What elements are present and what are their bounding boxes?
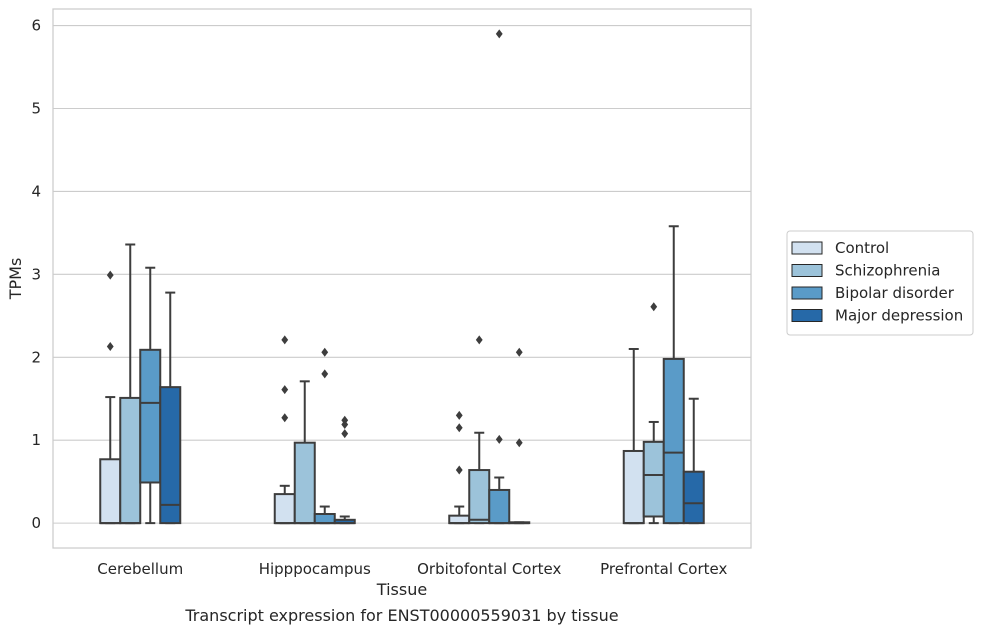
box-bipolar-disorder-3 — [662, 225, 685, 525]
box-iqr — [622, 449, 645, 525]
box-schizophrenia-3 — [642, 302, 665, 525]
box-iqr — [662, 357, 685, 525]
boxes — [99, 29, 705, 525]
legend-swatch — [791, 264, 823, 277]
y-axis-title: TPMs — [6, 258, 25, 301]
legend-box — [786, 230, 974, 336]
y-tick-labels: 0 1 2 3 4 5 6 — [31, 17, 41, 533]
outlier-point — [281, 413, 289, 423]
legend-swatch — [791, 241, 823, 255]
box-schizophrenia-1 — [293, 380, 316, 525]
outlier-point — [106, 270, 114, 280]
box-control-3 — [622, 347, 645, 525]
x-axis-title: Tissue — [376, 580, 427, 599]
outlier-point — [321, 347, 329, 357]
outlier-point — [281, 335, 289, 345]
outlier-point — [650, 302, 658, 312]
legend: Control Schizophrenia Bipolar disorder Majo… — [786, 230, 974, 336]
box-schizophrenia-0 — [119, 243, 142, 525]
chart-caption: Transcript expression for ENST0000055903… — [184, 606, 618, 625]
box-control-1 — [273, 335, 296, 525]
x-tick-label: Prefrontal Cortex — [600, 560, 727, 578]
outlier-point — [455, 465, 463, 475]
box-control-0 — [99, 270, 122, 525]
outlier-point — [281, 385, 289, 395]
outlier-point — [321, 369, 329, 379]
y-tick-label: 4 — [31, 182, 41, 200]
outlier-point — [495, 434, 503, 444]
box-schizophrenia-2 — [468, 335, 491, 525]
box-iqr — [293, 441, 316, 525]
legend-label: Schizophrenia — [835, 262, 940, 280]
box-iqr — [159, 386, 182, 525]
box-iqr — [139, 348, 162, 484]
box-bipolar-disorder-0 — [139, 266, 162, 525]
box-control-2 — [448, 410, 471, 525]
box-bipolar-disorder-2 — [488, 29, 511, 525]
box-major-depression-0 — [159, 291, 182, 525]
x-tick-labels: Cerebellum Hipppocampus Orbitofontal Corte… — [97, 560, 727, 578]
plot-frame — [52, 8, 752, 549]
box-iqr — [682, 470, 705, 525]
y-tick-label: 5 — [31, 100, 41, 118]
box-bipolar-disorder-1 — [313, 347, 336, 525]
outlier-point — [495, 29, 503, 39]
box-iqr — [468, 469, 491, 525]
box-iqr — [642, 440, 665, 518]
box-major-depression-3 — [682, 397, 705, 525]
legend-label: Bipolar disorder — [835, 284, 955, 302]
legend-label: Control — [835, 239, 889, 257]
box-iqr — [99, 458, 122, 525]
box-iqr — [313, 513, 336, 525]
y-tick-label: 0 — [31, 514, 41, 532]
box-iqr — [273, 493, 296, 525]
box-iqr — [448, 514, 471, 525]
y-tick-label: 1 — [31, 431, 41, 449]
outlier-point — [455, 423, 463, 433]
legend-swatch — [791, 286, 823, 300]
outlier-point — [341, 415, 349, 425]
outlier-point — [455, 410, 463, 420]
y-tick-label: 2 — [31, 348, 41, 366]
legend-swatch — [791, 309, 823, 322]
legend-label: Major depression — [835, 307, 963, 325]
box-major-depression-1 — [333, 415, 356, 525]
outlier-point — [515, 438, 523, 448]
box-major-depression-2 — [508, 347, 531, 525]
x-tick-label: Hipppocampus — [259, 560, 371, 578]
outlier-point — [475, 335, 483, 345]
outlier-point — [106, 341, 114, 351]
box-iqr — [119, 396, 142, 525]
x-tick-label: Orbitofontal Cortex — [417, 560, 561, 578]
y-tick-label: 3 — [31, 265, 41, 283]
x-tick-label: Cerebellum — [97, 560, 183, 578]
y-tick-label: 6 — [31, 17, 41, 35]
outlier-point — [341, 429, 349, 439]
outlier-point — [515, 347, 523, 357]
box-iqr — [488, 488, 511, 525]
